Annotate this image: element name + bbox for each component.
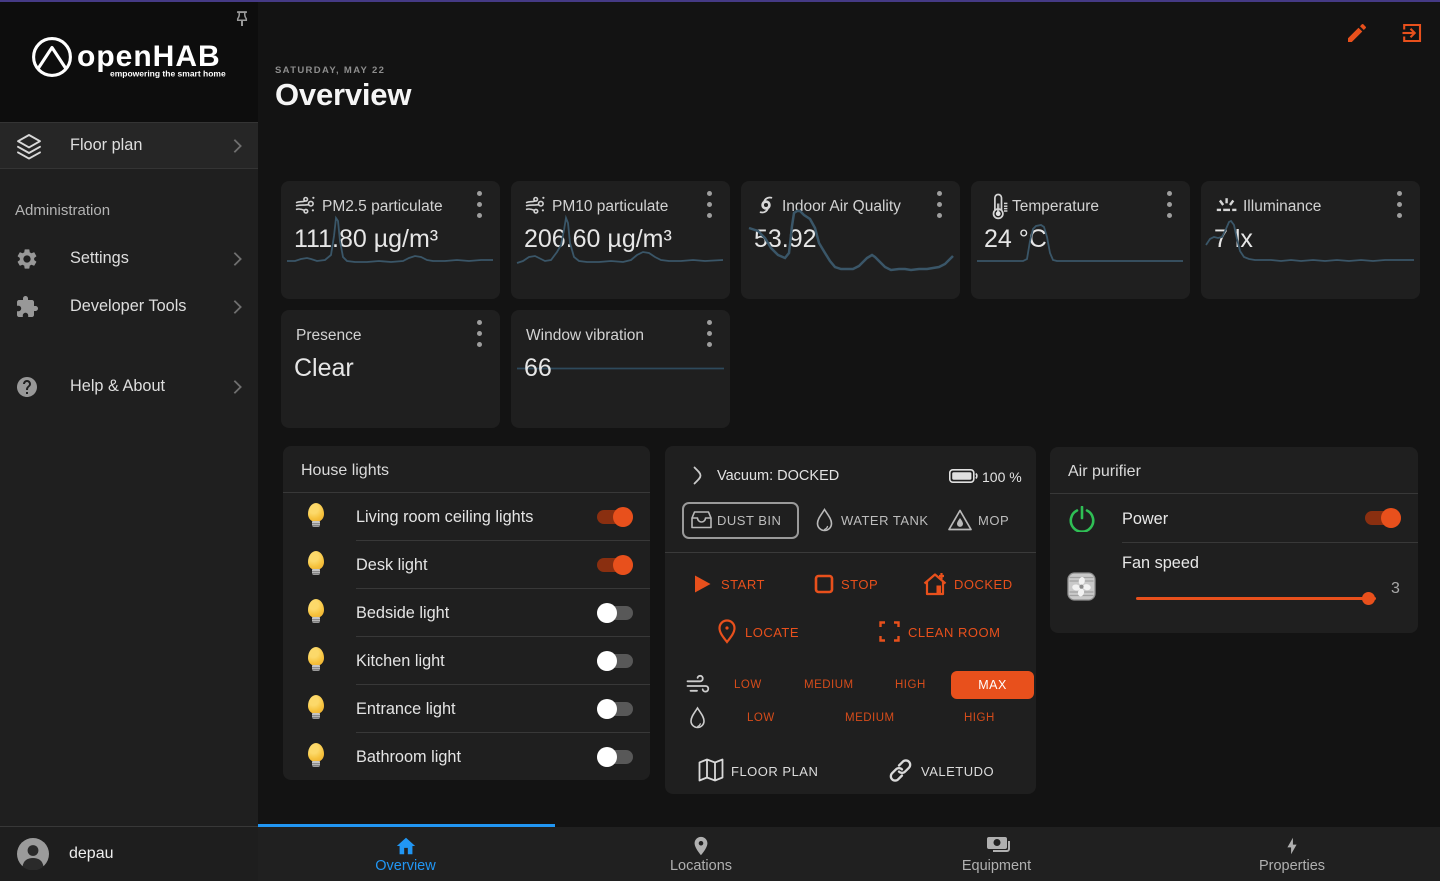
svg-text:empowering the smart home: empowering the smart home xyxy=(110,69,226,79)
svg-text:openHAB: openHAB xyxy=(77,40,221,73)
